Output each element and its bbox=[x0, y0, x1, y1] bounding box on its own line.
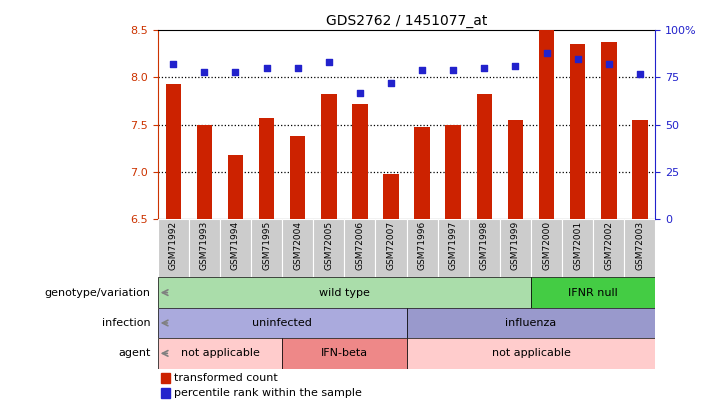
Bar bbox=[407, 338, 655, 369]
Text: GSM71995: GSM71995 bbox=[262, 221, 271, 270]
Point bbox=[261, 65, 272, 71]
Point bbox=[510, 63, 521, 69]
Bar bbox=[161, 388, 170, 399]
Point bbox=[199, 68, 210, 75]
Point bbox=[541, 50, 552, 56]
Bar bbox=[161, 373, 170, 383]
Point bbox=[230, 68, 241, 75]
Text: GSM72004: GSM72004 bbox=[293, 221, 302, 270]
Point bbox=[168, 61, 179, 68]
Point bbox=[292, 65, 304, 71]
Bar bbox=[313, 219, 344, 277]
Bar bbox=[593, 219, 625, 277]
Bar bbox=[500, 219, 531, 277]
Text: IFN-beta: IFN-beta bbox=[321, 348, 368, 358]
Bar bbox=[158, 219, 189, 277]
Point bbox=[479, 65, 490, 71]
Bar bbox=[352, 104, 368, 219]
Text: GSM72003: GSM72003 bbox=[635, 221, 644, 270]
Bar bbox=[531, 277, 655, 308]
Bar bbox=[383, 175, 399, 219]
Bar bbox=[165, 84, 181, 219]
Bar bbox=[290, 136, 306, 219]
Point bbox=[386, 80, 397, 86]
Title: GDS2762 / 1451077_at: GDS2762 / 1451077_at bbox=[326, 14, 487, 28]
Text: not applicable: not applicable bbox=[180, 348, 259, 358]
Text: percentile rank within the sample: percentile rank within the sample bbox=[174, 388, 362, 398]
Text: uninfected: uninfected bbox=[252, 318, 312, 328]
Text: GSM72000: GSM72000 bbox=[542, 221, 551, 270]
Bar bbox=[414, 127, 430, 219]
Text: GSM71993: GSM71993 bbox=[200, 221, 209, 270]
Text: transformed count: transformed count bbox=[174, 373, 278, 383]
Bar bbox=[562, 219, 593, 277]
Bar bbox=[158, 308, 407, 338]
Text: wild type: wild type bbox=[319, 288, 370, 298]
Text: genotype/variation: genotype/variation bbox=[45, 288, 151, 298]
Text: GSM71992: GSM71992 bbox=[169, 221, 178, 270]
Bar bbox=[437, 219, 469, 277]
Bar bbox=[321, 94, 336, 219]
Text: agent: agent bbox=[118, 348, 151, 358]
Bar bbox=[228, 155, 243, 219]
Text: GSM72005: GSM72005 bbox=[325, 221, 333, 270]
Bar bbox=[625, 219, 655, 277]
Bar bbox=[407, 219, 437, 277]
Text: GSM72002: GSM72002 bbox=[604, 221, 613, 270]
Bar bbox=[282, 338, 407, 369]
Text: GSM71996: GSM71996 bbox=[418, 221, 427, 270]
Text: GSM71999: GSM71999 bbox=[511, 221, 520, 270]
Bar bbox=[531, 219, 562, 277]
Bar bbox=[220, 219, 251, 277]
Bar bbox=[251, 219, 282, 277]
Bar bbox=[376, 219, 407, 277]
Bar bbox=[158, 338, 282, 369]
Bar bbox=[445, 125, 461, 219]
Bar bbox=[477, 94, 492, 219]
Bar bbox=[158, 277, 531, 308]
Point bbox=[323, 59, 334, 66]
Bar bbox=[539, 30, 554, 219]
Bar bbox=[189, 219, 220, 277]
Text: GSM71998: GSM71998 bbox=[480, 221, 489, 270]
Text: not applicable: not applicable bbox=[491, 348, 571, 358]
Bar bbox=[407, 308, 655, 338]
Text: influenza: influenza bbox=[505, 318, 557, 328]
Bar bbox=[344, 219, 376, 277]
Bar bbox=[469, 219, 500, 277]
Bar bbox=[259, 118, 274, 219]
Point bbox=[448, 67, 459, 73]
Point bbox=[416, 67, 428, 73]
Bar bbox=[632, 120, 648, 219]
Point bbox=[354, 89, 365, 96]
Bar bbox=[196, 125, 212, 219]
Point bbox=[572, 55, 583, 62]
Bar bbox=[508, 120, 523, 219]
Text: IFNR null: IFNR null bbox=[569, 288, 618, 298]
Bar bbox=[282, 219, 313, 277]
Point bbox=[603, 61, 614, 68]
Point bbox=[634, 70, 646, 77]
Bar bbox=[601, 42, 617, 219]
Text: GSM71997: GSM71997 bbox=[449, 221, 458, 270]
Text: GSM71994: GSM71994 bbox=[231, 221, 240, 270]
Text: GSM72006: GSM72006 bbox=[355, 221, 365, 270]
Text: infection: infection bbox=[102, 318, 151, 328]
Text: GSM72001: GSM72001 bbox=[573, 221, 582, 270]
Bar bbox=[570, 45, 585, 219]
Text: GSM72007: GSM72007 bbox=[386, 221, 395, 270]
